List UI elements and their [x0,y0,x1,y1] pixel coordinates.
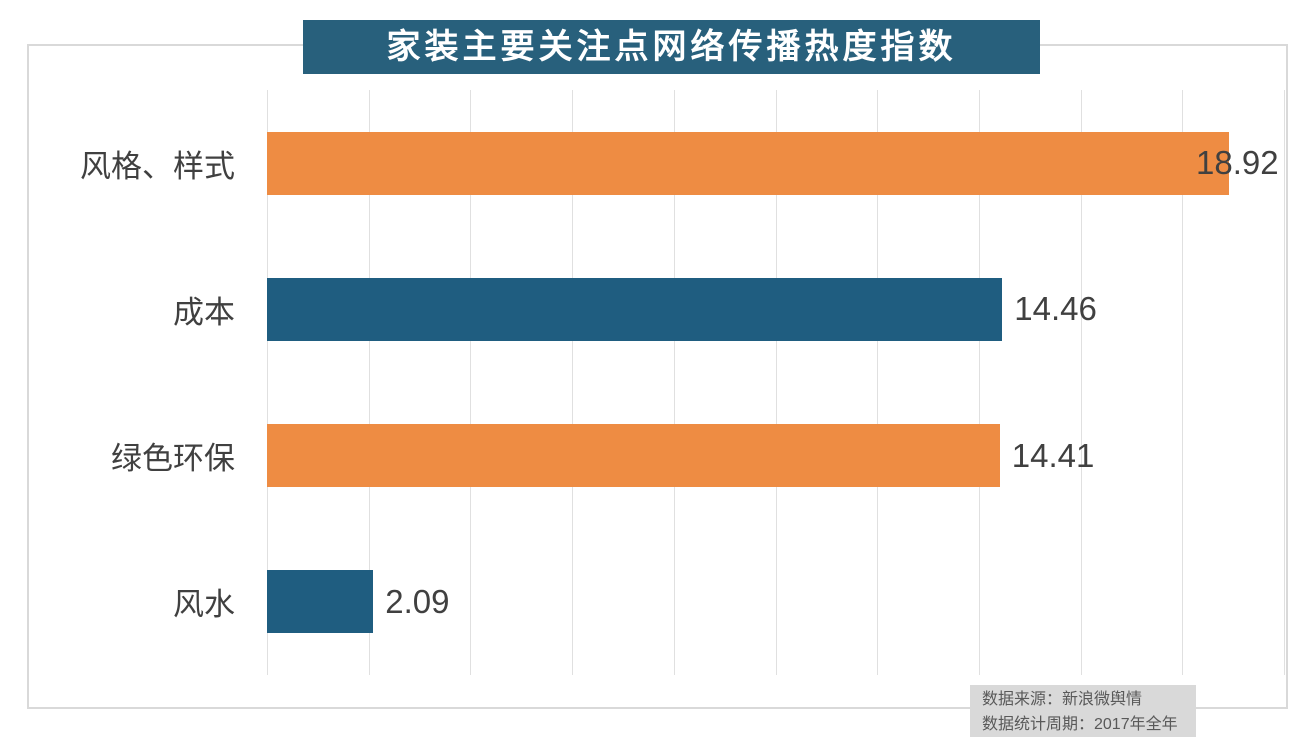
gridline [673,90,675,675]
gridline [1182,90,1184,675]
gridline [572,90,574,675]
gridline [1080,90,1082,675]
value-label: 14.46 [1014,290,1097,328]
category-label: 风格、样式 [80,148,235,184]
value-label: 14.41 [1011,436,1095,474]
gridline [877,90,879,675]
gridline [1284,90,1285,675]
bar [267,131,1230,195]
category-label: 成本 [173,294,235,330]
value-label: 2.09 [385,582,450,620]
source-note: 数据来源：新浪微舆情 数据统计周期：2017年全年 [970,685,1196,737]
bar [267,570,374,634]
value-label: 18.92 [1196,144,1279,182]
bar [267,277,1003,341]
category-label: 绿色环保 [111,441,235,477]
source-note-line1: 数据来源：新浪微舆情 [982,691,1143,708]
bar [267,424,1000,488]
gridline [978,90,980,675]
gridline [368,90,370,675]
gridline [775,90,777,675]
category-label: 风水 [173,587,235,623]
source-note-line2: 数据统计周期：2017年全年 [982,716,1178,733]
gridline [267,90,268,675]
chart-title: 家装主要关注点网络传播热度指数 [303,20,1040,74]
gridline [470,90,472,675]
